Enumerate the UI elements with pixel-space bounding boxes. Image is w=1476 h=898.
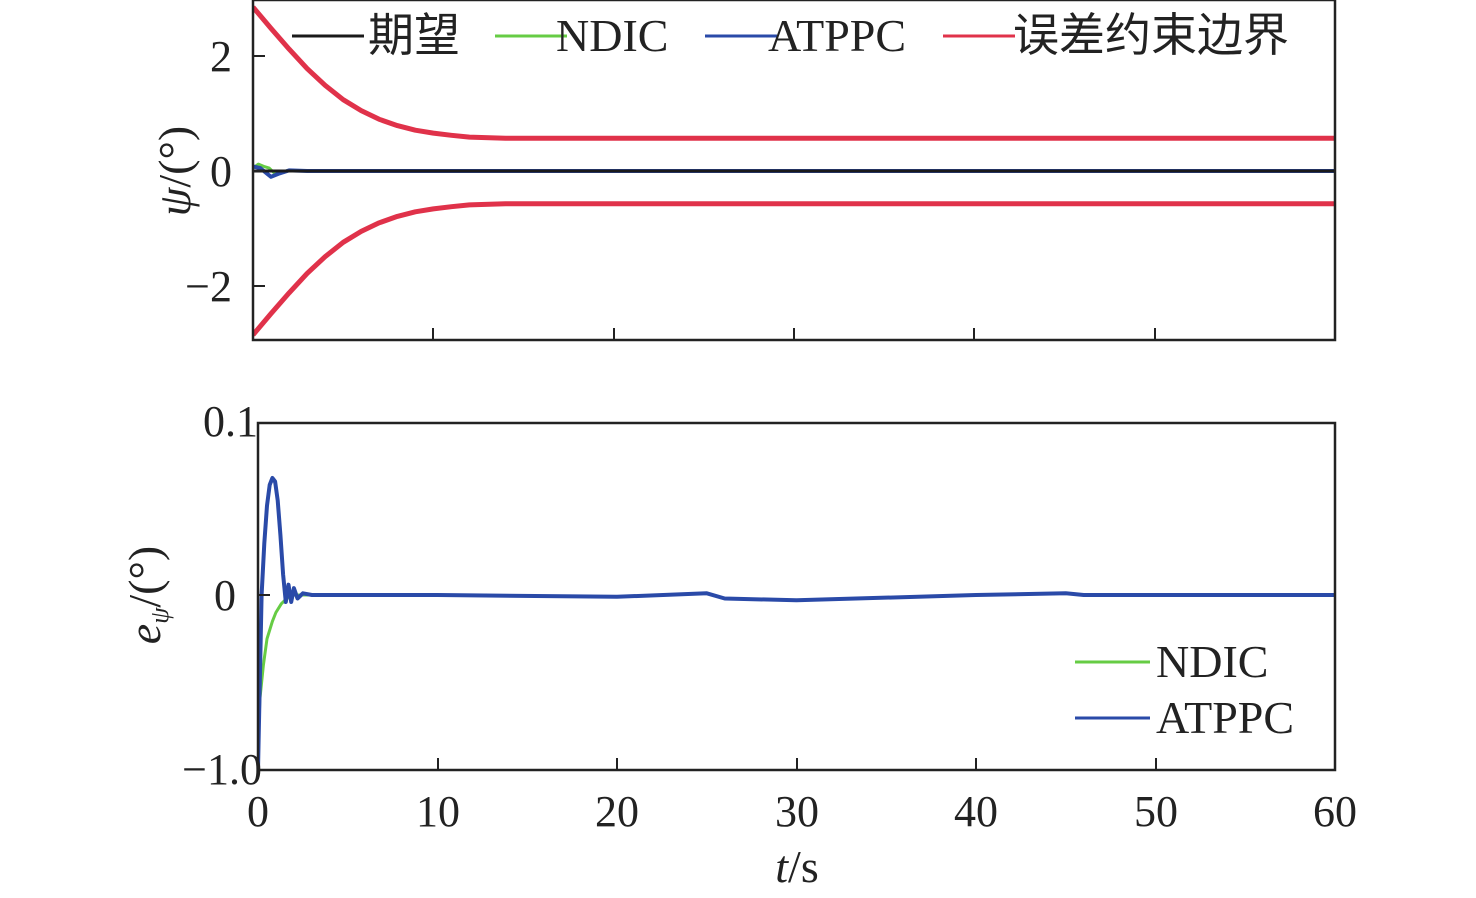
xtick-label: 30 <box>775 787 819 836</box>
bottom-x-ticks <box>437 758 1157 770</box>
bottom-legend: NDIC ATPPC <box>1075 636 1294 743</box>
bottom-plot-lines <box>258 476 1335 770</box>
legend-label-atppc: ATPPC <box>1156 692 1294 743</box>
bottom-ytick-label: −1.0 <box>182 745 262 794</box>
xtick-label: 60 <box>1313 787 1357 836</box>
top-ytick-label: −2 <box>185 262 232 311</box>
xtick-label: 0 <box>247 787 269 836</box>
xtick-label: 10 <box>416 787 460 836</box>
xtick-label: 40 <box>954 787 998 836</box>
bottom-ylabel-unit: /(°) <box>119 546 170 608</box>
top-panel: 2 0 −2 ψ/(°) 期望 NDIC ATPPC 误差约束边界 <box>149 0 1337 342</box>
bottom-ytick-label: 0 <box>214 571 236 620</box>
top-ylabel-symbol: ψ <box>149 186 200 216</box>
series-line-atppc <box>258 476 1335 770</box>
legend-label-ndic: NDIC <box>556 10 668 61</box>
xlabel-unit: /s <box>788 841 819 892</box>
xtick-label: 20 <box>595 787 639 836</box>
top-ylabel-unit: /(°) <box>149 126 200 188</box>
top-y-axis-label: ψ/(°) <box>149 126 200 216</box>
top-ytick-label: 0 <box>210 147 232 196</box>
bottom-ylabel-sub: ψ <box>145 607 174 624</box>
top-x-ticks <box>432 328 1156 340</box>
legend-label-desired: 期望 <box>368 10 460 61</box>
top-plot-lines <box>253 5 1335 337</box>
legend-label-atppc: ATPPC <box>768 10 906 61</box>
bottom-ylabel-symbol: e <box>119 624 170 644</box>
bottom-ytick-label: 0.1 <box>203 397 258 446</box>
top-legend: 期望 NDIC ATPPC 误差约束边界 <box>292 10 1289 61</box>
top-y-ticks <box>253 55 265 287</box>
top-ytick-label: 2 <box>210 32 232 81</box>
xtick-label: 50 <box>1134 787 1178 836</box>
x-axis-label: t/s <box>775 841 818 892</box>
series-line-bound <box>253 201 1335 337</box>
xlabel-symbol: t <box>775 841 789 892</box>
bottom-y-axis-label: eψ/(°) <box>119 546 174 644</box>
legend-label-ndic: NDIC <box>1156 636 1268 687</box>
legend-label-bound: 误差约束边界 <box>1013 10 1289 61</box>
series-line-bound <box>253 5 1335 141</box>
bottom-panel: 0.1 0 −1.0 0 10 20 30 40 50 60 eψ/(°) t/… <box>119 397 1357 892</box>
